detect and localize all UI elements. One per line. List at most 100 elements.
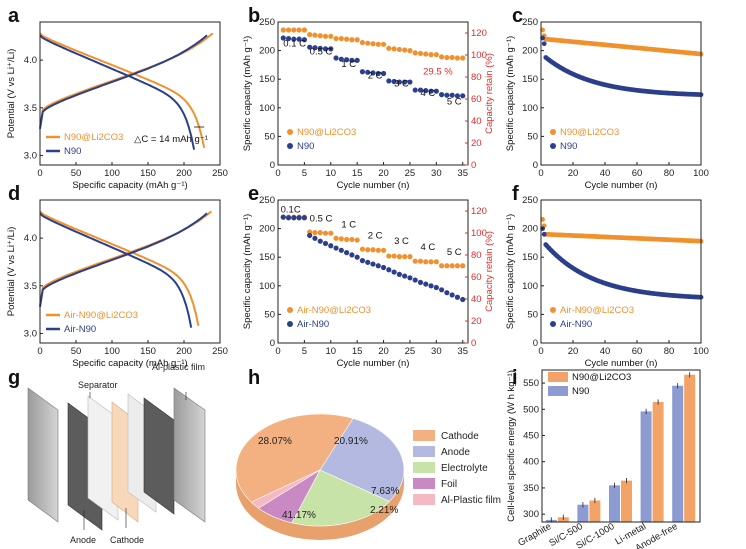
y2-tick-label: 60 (471, 94, 482, 105)
rate-label: 1 C (341, 59, 356, 70)
y-tick-label: 200 (259, 46, 275, 57)
panel-label: i (512, 367, 518, 389)
bar (672, 385, 684, 522)
pie-value-label: 28.07% (258, 436, 292, 447)
data-point (391, 253, 397, 259)
charge-curve (39, 212, 208, 307)
data-point (301, 37, 307, 43)
discharge-curve (39, 34, 196, 150)
y-tick-label: 0 (270, 160, 275, 171)
data-point (417, 279, 424, 285)
data-point (428, 283, 434, 289)
data-point (328, 230, 334, 236)
panel-label: b (248, 5, 260, 27)
data-point (328, 243, 334, 249)
pie-slice (291, 469, 390, 527)
y-tick-label: 0 (533, 338, 538, 349)
data-point (454, 93, 461, 99)
data-point (354, 237, 360, 243)
data-point (407, 79, 413, 85)
data-point (317, 230, 323, 236)
data-point (365, 259, 371, 265)
pie-slice (319, 418, 405, 502)
data-point (433, 259, 439, 265)
data-point (349, 57, 355, 63)
y2-tick-label: 0 (471, 160, 476, 171)
data-point (370, 247, 376, 253)
data-point (296, 215, 302, 221)
data-point (407, 254, 413, 260)
data-point (402, 254, 408, 260)
data-point (370, 70, 376, 76)
data-point (359, 69, 366, 75)
panel-i: iGraphiteSi/C-500Si/C-1000Li-metalAnode-… (506, 367, 701, 549)
x-tick-label: 40 (600, 346, 611, 357)
y2-tick-label: 80 (471, 250, 482, 261)
data-point (380, 41, 387, 47)
x-tick-label: 10 (325, 168, 336, 179)
y2-tick-label: 0 (471, 338, 476, 349)
y-tick-label: 250 (522, 195, 538, 206)
data-point (449, 263, 455, 269)
data-point (412, 87, 418, 93)
data-point (285, 27, 292, 33)
plot-frame (39, 21, 221, 166)
y-tick-label: 100 (259, 103, 275, 114)
data-point (386, 78, 392, 84)
y-tick-label: 150 (522, 252, 538, 263)
bar (577, 504, 589, 522)
data-point (365, 69, 371, 75)
y-tick-label: 550 (523, 378, 539, 389)
data-point (370, 261, 376, 267)
y-tick-label: 4.0 (24, 55, 37, 66)
panel-d: d 0 50 100 150 200 250 3.0 3.5 4.0 Specific capaci… (6, 183, 228, 369)
y-tick-label: 3.0 (24, 328, 37, 339)
y-axis-label: Specific capacity (mAh g⁻¹) (505, 214, 516, 329)
y-tick-label: 50 (527, 131, 538, 142)
y-tick-label: 3.5 (24, 103, 37, 114)
al-plastic-film-right (173, 387, 206, 523)
data-point (407, 48, 413, 54)
x-tick-label: 150 (140, 346, 156, 357)
y-tick-label: 150 (522, 74, 538, 85)
pie-legend-swatch (413, 446, 435, 457)
data-point (291, 27, 297, 33)
plot-frame (541, 369, 701, 523)
data-point (433, 52, 439, 58)
legend-label: N90 (560, 141, 577, 152)
y-axis-label: Specific capacity (mAh g⁻¹) (242, 36, 253, 151)
legend-label: N90@Li2CO3 (64, 132, 123, 143)
rate-label: 0.5 C (310, 214, 333, 225)
rate-label: 0.1 C (283, 39, 306, 50)
x-tick-label: 0 (275, 346, 280, 357)
data-point (349, 236, 355, 243)
x-tick-label: 200 (176, 346, 192, 357)
rate-label: 0.5 C (310, 47, 333, 58)
x-tick-label: 5 (302, 168, 307, 179)
bar (652, 401, 664, 522)
data-point (338, 236, 344, 242)
anode-plate-2 (143, 397, 175, 515)
x-tick-label: 250 (212, 168, 228, 179)
bar (621, 480, 632, 522)
data-point (449, 54, 455, 61)
label-cathode: Cathode (110, 535, 144, 545)
data-point (412, 258, 418, 264)
data-point (328, 33, 334, 39)
legend-label: N90@Li2CO3 (572, 372, 631, 383)
data-point (317, 33, 323, 39)
data-point (541, 231, 547, 237)
y2-tick-label: 20 (471, 138, 482, 149)
data-point (338, 56, 344, 62)
data-point (402, 79, 408, 85)
x-tick-label: 100 (693, 168, 709, 179)
data-point (380, 264, 387, 271)
y-tick-label: 0 (533, 160, 538, 171)
x-tick-label: 30 (431, 168, 442, 179)
legend-label: Air-N90 (64, 324, 96, 335)
data-point (386, 267, 392, 273)
y-tick-label: 400 (523, 457, 539, 468)
